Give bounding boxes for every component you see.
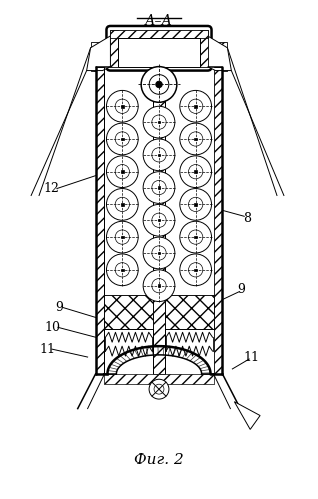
Circle shape bbox=[143, 106, 175, 138]
Bar bbox=[91, 42, 102, 70]
Bar bbox=[153, 66, 165, 374]
Bar bbox=[158, 284, 160, 287]
Circle shape bbox=[149, 75, 169, 94]
Circle shape bbox=[115, 132, 129, 146]
FancyBboxPatch shape bbox=[107, 26, 211, 70]
Bar bbox=[158, 219, 160, 222]
Text: 9: 9 bbox=[55, 301, 63, 314]
Circle shape bbox=[152, 246, 166, 260]
Text: 11: 11 bbox=[39, 343, 55, 356]
Circle shape bbox=[143, 172, 175, 204]
Bar bbox=[121, 171, 124, 173]
Circle shape bbox=[189, 132, 203, 146]
Circle shape bbox=[152, 148, 166, 162]
Bar bbox=[121, 203, 124, 206]
Bar bbox=[105, 374, 213, 384]
Circle shape bbox=[152, 278, 166, 293]
Bar bbox=[118, 38, 200, 66]
Polygon shape bbox=[234, 402, 260, 430]
Bar bbox=[200, 30, 208, 66]
Bar bbox=[110, 30, 118, 66]
Circle shape bbox=[107, 254, 138, 286]
Bar bbox=[96, 66, 105, 374]
Circle shape bbox=[107, 90, 138, 122]
Circle shape bbox=[115, 165, 129, 179]
Bar bbox=[216, 42, 227, 70]
Circle shape bbox=[156, 81, 162, 88]
Circle shape bbox=[141, 66, 177, 102]
Circle shape bbox=[143, 237, 175, 269]
Circle shape bbox=[115, 197, 129, 212]
Circle shape bbox=[107, 189, 138, 220]
Circle shape bbox=[189, 99, 203, 113]
Text: 9: 9 bbox=[237, 283, 245, 296]
Circle shape bbox=[107, 221, 138, 253]
Circle shape bbox=[189, 262, 203, 277]
Text: 10: 10 bbox=[45, 321, 61, 334]
Circle shape bbox=[152, 181, 166, 195]
Circle shape bbox=[143, 139, 175, 171]
Circle shape bbox=[115, 230, 129, 244]
Circle shape bbox=[143, 270, 175, 301]
Circle shape bbox=[189, 230, 203, 244]
Bar bbox=[121, 236, 124, 239]
Circle shape bbox=[180, 90, 211, 122]
Circle shape bbox=[180, 254, 211, 286]
Circle shape bbox=[115, 99, 129, 113]
Bar bbox=[213, 66, 222, 374]
Circle shape bbox=[152, 115, 166, 129]
Circle shape bbox=[152, 213, 166, 228]
Text: 11: 11 bbox=[243, 351, 259, 364]
Bar bbox=[105, 66, 213, 374]
Circle shape bbox=[180, 189, 211, 220]
Bar bbox=[121, 105, 124, 107]
Circle shape bbox=[143, 205, 175, 236]
Circle shape bbox=[115, 262, 129, 277]
Circle shape bbox=[107, 156, 138, 188]
Bar bbox=[158, 251, 160, 254]
Bar bbox=[158, 154, 160, 156]
Circle shape bbox=[180, 123, 211, 155]
Bar bbox=[121, 138, 124, 140]
Bar bbox=[165, 294, 213, 329]
Bar bbox=[194, 138, 197, 140]
Bar bbox=[158, 121, 160, 123]
Text: 8: 8 bbox=[243, 212, 251, 225]
Bar bbox=[194, 105, 197, 107]
Polygon shape bbox=[208, 36, 232, 70]
Bar bbox=[158, 186, 160, 189]
Text: 12: 12 bbox=[43, 182, 59, 195]
Circle shape bbox=[180, 156, 211, 188]
Bar bbox=[194, 203, 197, 206]
Text: Фиг. 2: Фиг. 2 bbox=[134, 453, 184, 467]
Bar bbox=[110, 30, 208, 38]
Bar bbox=[194, 171, 197, 173]
Circle shape bbox=[107, 123, 138, 155]
Bar bbox=[194, 268, 197, 271]
Bar bbox=[121, 268, 124, 271]
Circle shape bbox=[149, 379, 169, 399]
Bar bbox=[194, 236, 197, 239]
Circle shape bbox=[189, 165, 203, 179]
Polygon shape bbox=[86, 36, 110, 70]
Circle shape bbox=[189, 197, 203, 212]
Text: А–А: А–А bbox=[145, 14, 173, 28]
Bar bbox=[105, 294, 153, 329]
Circle shape bbox=[180, 221, 211, 253]
Circle shape bbox=[154, 384, 164, 394]
